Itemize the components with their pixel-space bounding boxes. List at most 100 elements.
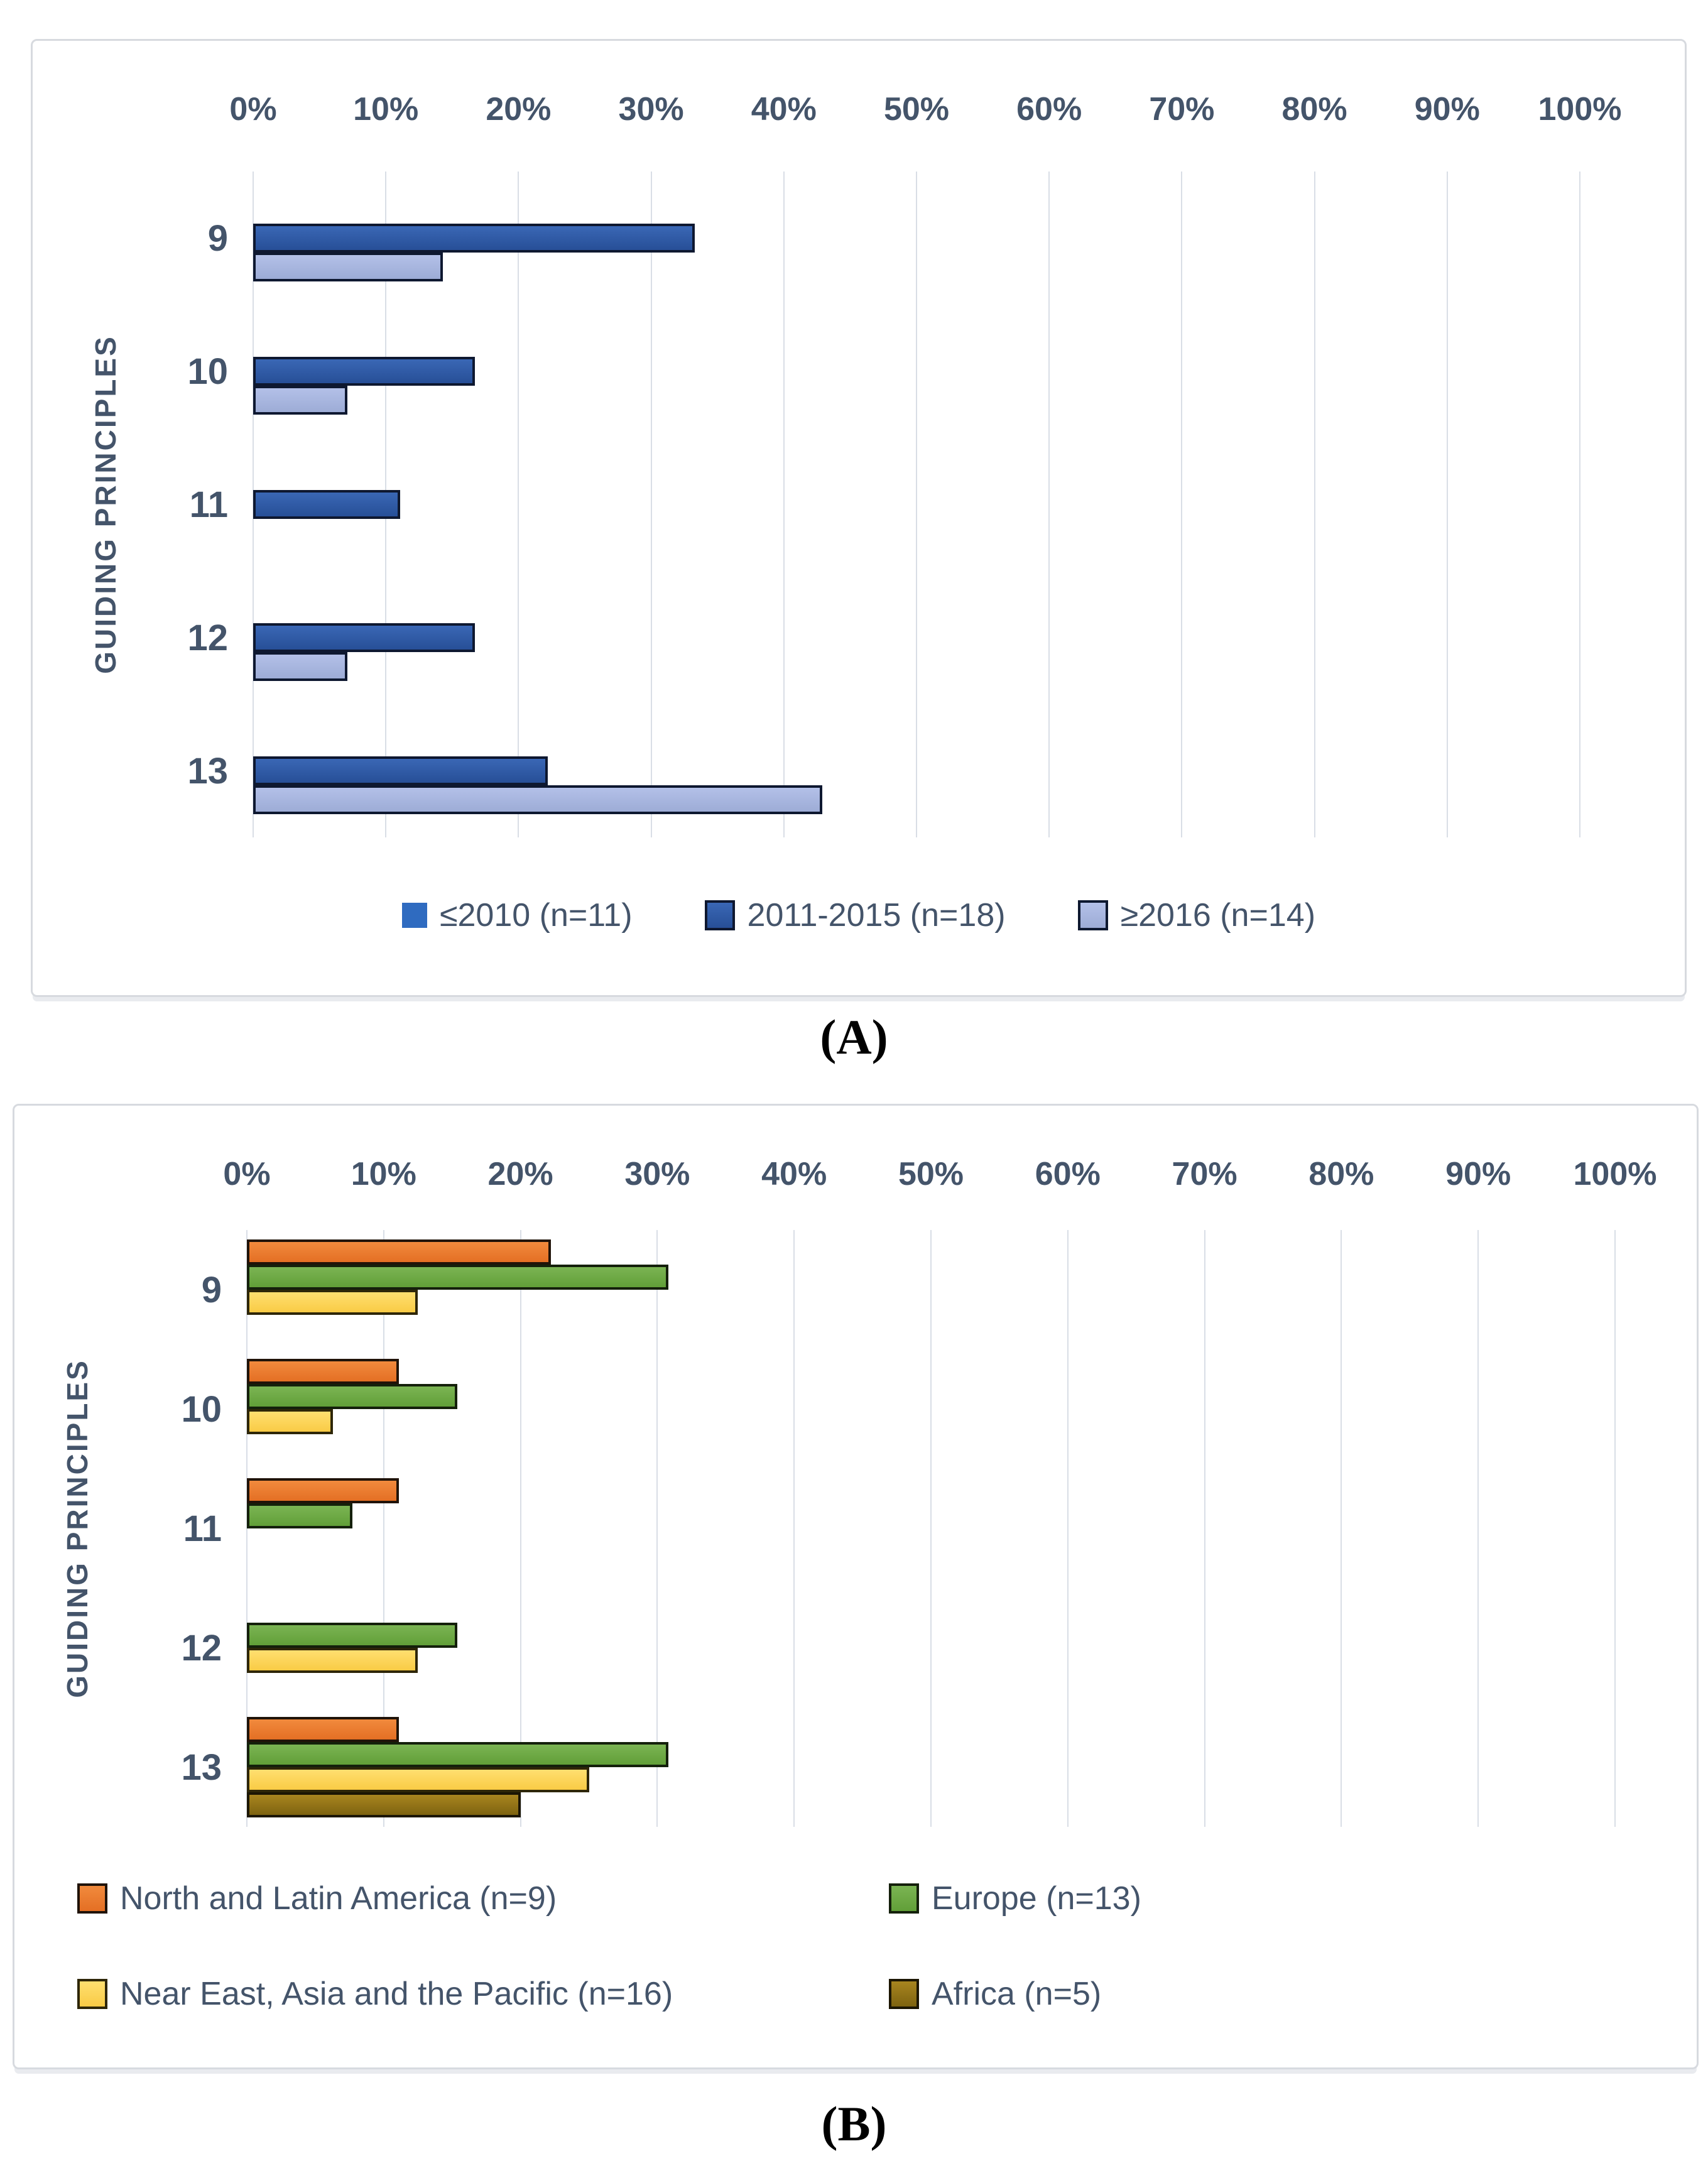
gridline [1446,172,1448,837]
legend-item: Africa (n=5) [889,1975,1101,2013]
x-axis-tick: 70% [1172,1156,1237,1192]
x-axis-tick: 60% [1016,91,1082,128]
gridline [1314,172,1315,837]
bar-B-cat11-series1 [247,1503,352,1528]
gridline [1614,1230,1616,1827]
gridline [793,1230,795,1827]
legend-swatch [889,1979,919,2009]
legend-swatch [1077,900,1108,930]
category-label: 9 [207,217,228,259]
gridline [1067,1230,1069,1827]
y-axis-title: GUIDING PRINCIPLES [89,335,122,674]
category-label: 12 [181,1627,222,1669]
bar-B-cat9-series1 [247,1265,668,1290]
chart-b-by-region: 0% 10% 20% 30% 40% 50% 60% 70% 80% 90% 100% GUIDING… [13,1104,1699,2069]
gridline [1048,172,1050,837]
x-axis-tick: 0% [229,91,277,128]
bar-B-cat9-series2 [247,1290,418,1315]
x-axis-tick: 100% [1538,91,1622,128]
gridline [783,172,785,837]
x-axis-tick: 10% [353,91,419,128]
caption-a: (A) [820,1010,888,1064]
legend-swatch [889,1883,919,1914]
gridline [650,172,652,837]
legend-item: Europe (n=13) [889,1880,1141,1917]
category-label: 9 [201,1269,222,1310]
legend-label: 2011-2015 (n=18) [747,897,1006,934]
x-axis-tick: 80% [1308,1156,1374,1192]
category-label: 10 [181,1388,222,1430]
x-axis-tick: 90% [1445,1156,1511,1192]
x-axis-tick: 10% [351,1156,416,1192]
x-axis-tick: 70% [1149,91,1215,128]
bar-B-cat10-series0 [247,1359,399,1384]
bar-A-cat11-series1 [253,490,400,519]
legend-swatch [401,903,427,928]
legend-item: North and Latin America (n=9) [77,1880,557,1917]
bar-B-cat13-series0 [247,1717,399,1742]
x-axis-tick: 60% [1035,1156,1101,1192]
legend-label: ≤2010 (n=11) [439,897,633,934]
legend-item: 2011-2015 (n=18) [704,896,1006,934]
x-axis-tick: 80% [1281,91,1347,128]
chart-a-by-publication-year: 0% 10% 20% 30% 40% 50% 60% 70% 80% 90% 100% GUIDING… [31,39,1687,997]
bar-B-cat10-series1 [247,1384,457,1409]
bar-A-cat12-series2 [253,652,347,681]
legend-item: ≤2010 (n=11) [401,896,633,934]
legend-swatch [77,1979,107,2009]
bar-B-cat12-series1 [247,1623,457,1648]
gridline [916,172,917,837]
x-axis-tick: 0% [223,1156,271,1192]
bar-A-cat9-series1 [253,224,695,253]
category-label: 13 [181,1746,222,1788]
bar-B-cat9-series0 [247,1239,551,1265]
gridline [383,1230,384,1827]
x-axis-tick: 30% [618,91,684,128]
bar-B-cat13-series1 [247,1742,668,1767]
legend-label: Africa (n=5) [932,1976,1102,2012]
category-label: 12 [187,617,228,658]
bar-B-cat12-series2 [247,1648,418,1673]
gridline [1579,172,1580,837]
legend-label: North and Latin America (n=9) [120,1880,557,1917]
x-axis-tick: 20% [487,1156,553,1192]
gridline [518,172,519,837]
gridline [1477,1230,1479,1827]
bar-B-cat10-series2 [247,1409,333,1434]
category-label: 13 [187,750,228,792]
legend-label: ≥2016 (n=14) [1120,897,1316,934]
legend-item: Near East, Asia and the Pacific (n=16) [77,1975,673,2013]
gridline [1181,172,1183,837]
y-axis-title: GUIDING PRINCIPLES [61,1359,94,1698]
x-axis-tick: 30% [624,1156,690,1192]
legend-swatch [77,1883,107,1914]
category-label: 11 [189,484,228,525]
gridline [246,1230,247,1827]
gridline [930,1230,932,1827]
legend-item: ≥2016 (n=14) [1077,896,1316,934]
gridline [1204,1230,1205,1827]
bar-A-cat12-series1 [253,623,475,652]
legend: ≤2010 (n=11) 2011-2015 (n=18) ≥2016 (n=14) [33,896,1685,934]
legend-swatch [704,900,735,930]
gridline [1341,1230,1342,1827]
bar-B-cat11-series0 [247,1478,399,1503]
legend-label: Europe (n=13) [932,1880,1141,1917]
gridline [519,1230,521,1827]
bar-A-cat13-series2 [253,785,822,814]
category-label: 10 [187,351,228,392]
bar-A-cat13-series1 [253,756,548,785]
x-axis-tick: 50% [898,1156,964,1192]
bar-B-cat13-series3 [247,1792,521,1817]
x-axis-tick: 50% [883,91,950,128]
bar-A-cat10-series2 [253,386,347,415]
bar-B-cat13-series2 [247,1767,589,1792]
x-axis-tick: 100% [1573,1156,1657,1192]
gridline [656,1230,658,1827]
caption-b: (B) [821,2096,887,2151]
x-axis-tick: 20% [486,91,552,128]
x-axis-tick: 90% [1414,91,1480,128]
category-label: 11 [183,1508,222,1549]
x-axis-tick: 40% [751,91,817,128]
